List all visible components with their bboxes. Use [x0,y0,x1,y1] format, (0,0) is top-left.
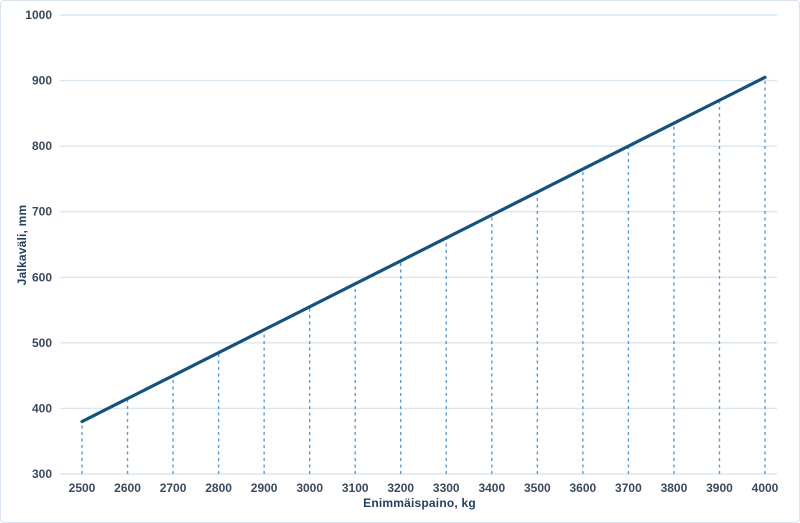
y-tick-label: 600 [32,270,52,284]
x-tick-label: 2600 [114,481,141,495]
x-tick-label: 3500 [524,481,551,495]
x-tick-label: 2900 [251,481,278,495]
x-tick-label: 3700 [615,481,642,495]
y-tick-label: 400 [32,401,52,415]
x-tick-label: 3600 [570,481,597,495]
x-axis-title: Enimmäispaino, kg [363,496,476,510]
y-tick-label: 900 [32,74,52,88]
x-tick-label: 2500 [69,481,96,495]
y-tick-label: 800 [32,139,52,153]
y-tick-label: 300 [32,467,52,481]
x-tick-label: 3000 [296,481,323,495]
x-tick-label: 3200 [387,481,414,495]
x-tick-label: 4000 [752,481,779,495]
x-tick-label: 3300 [433,481,460,495]
y-axis-title: Jalkaväli, mm [15,204,29,286]
y-tick-label: 1000 [25,8,52,22]
y-tick-label: 500 [32,336,52,350]
y-tick-label: 700 [32,205,52,219]
x-tick-label: 3900 [706,481,733,495]
x-tick-label: 2800 [205,481,232,495]
x-tick-label: 3800 [661,481,688,495]
x-tick-label: 3400 [478,481,505,495]
x-tick-label: 2700 [160,481,187,495]
data-series-line [80,75,767,424]
x-tick-label: 3100 [342,481,369,495]
